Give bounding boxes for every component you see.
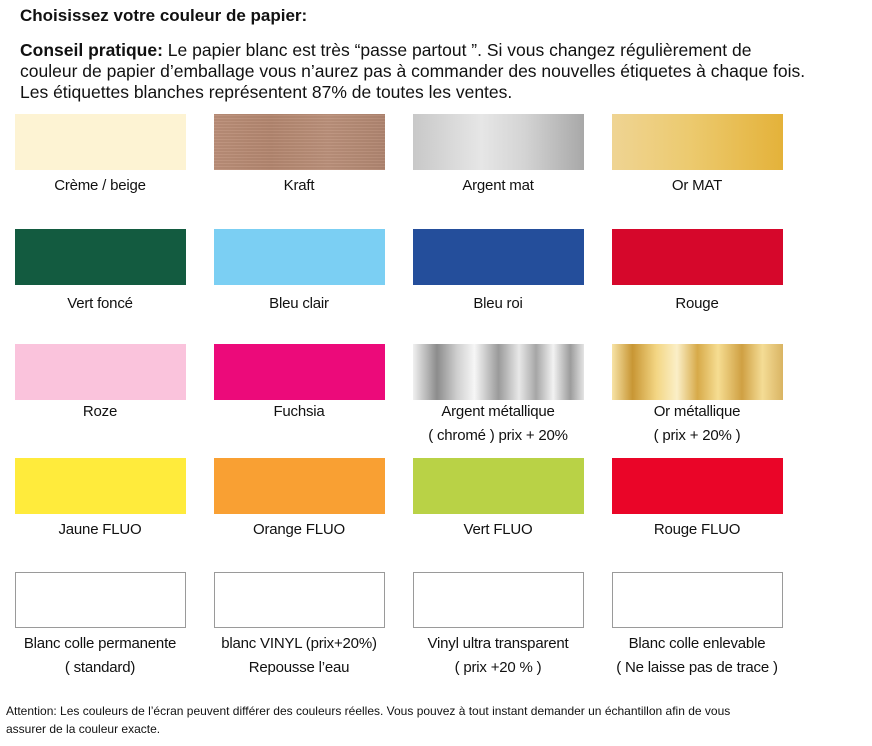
swatch-label-fuchsia: Fuchsia <box>189 400 409 424</box>
swatch-label-bleu-clair: Bleu clair <box>189 292 409 316</box>
swatch-label-vert-fluo: Vert FLUO <box>388 518 608 542</box>
swatch-label-line-1: Fuchsia <box>273 403 325 420</box>
swatch-label-blanc-vinyl: blanc VINYL (prix+20%) Repousse l’eau <box>189 632 409 680</box>
footer-line-2: assurer de la couleur exacte. <box>6 722 161 736</box>
footer-line-1: Attention: Les couleurs de l’écran peuve… <box>6 704 731 718</box>
page-title: Choisissez votre couleur de papier: <box>20 6 308 25</box>
swatch-label-line-1: Rouge <box>675 295 719 312</box>
swatch-jaune-fluo <box>15 458 186 514</box>
swatch-label-blanc-colle-enlevable: Blanc colle enlevable ( Ne laisse pas de … <box>587 632 807 680</box>
swatch-label-bleu-roi: Bleu roi <box>388 292 608 316</box>
swatch-label-or-metallique: Or métallique ( prix + 20% ) <box>587 400 807 448</box>
swatch-label-blanc-colle-permanente: Blanc colle permanente ( standard) <box>0 632 210 680</box>
swatch-bleu-roi <box>413 229 584 285</box>
swatch-rouge-fluo <box>612 458 783 514</box>
swatch-argent-mat <box>413 114 584 170</box>
swatch-blanc-colle-enlevable <box>612 572 783 628</box>
swatch-or-mat <box>612 114 783 170</box>
swatch-kraft <box>214 114 385 170</box>
tip-line-3: Les étiquettes blanches représentent 87%… <box>20 82 513 102</box>
swatch-blanc-vinyl <box>214 572 385 628</box>
swatch-label-kraft: Kraft <box>189 174 409 198</box>
tip-label: Conseil pratique: <box>20 40 163 60</box>
swatch-label-line-1: Blanc colle enlevable <box>628 635 766 652</box>
swatch-or-metallique <box>612 344 783 400</box>
swatch-vert-fluo <box>413 458 584 514</box>
swatch-label-creme: Crème / beige <box>0 174 210 198</box>
swatch-orange-fluo <box>214 458 385 514</box>
swatch-fuchsia <box>214 344 385 400</box>
footer-note: Attention: Les couleurs de l’écran peuve… <box>6 702 846 738</box>
swatch-label-line-2: Repousse l’eau <box>248 659 350 676</box>
swatch-label-or-mat: Or MAT <box>587 174 807 198</box>
swatch-rouge <box>612 229 783 285</box>
swatch-label-line-1: Crème / beige <box>54 177 146 194</box>
swatch-label-line-1: Or métallique <box>653 403 741 420</box>
swatch-vinyl-transparent <box>413 572 584 628</box>
tip-paragraph: Conseil pratique: Le papier blanc est tr… <box>20 40 870 103</box>
swatch-label-line-1: Vinyl ultra transparent <box>427 635 569 652</box>
swatch-creme <box>15 114 186 170</box>
swatch-label-argent-metallique: Argent métallique ( chromé ) prix + 20% <box>388 400 608 448</box>
swatch-bleu-clair <box>214 229 385 285</box>
swatch-label-jaune-fluo: Jaune FLUO <box>0 518 210 542</box>
swatch-label-line-1: Vert FLUO <box>463 521 533 538</box>
swatch-label-vinyl-transparent: Vinyl ultra transparent ( prix +20 % ) <box>388 632 608 680</box>
tip-line-2: couleur de papier d’emballage vous n’aur… <box>20 61 806 81</box>
swatch-label-line-1: blanc VINYL (prix+20%) <box>221 635 377 652</box>
swatch-label-line-1: Argent mat <box>462 177 534 194</box>
swatch-label-vert-fonce: Vert foncé <box>0 292 210 316</box>
swatch-vert-fonce <box>15 229 186 285</box>
swatch-label-line-2: ( prix +20 % ) <box>454 659 542 676</box>
swatch-label-rouge: Rouge <box>587 292 807 316</box>
swatch-label-argent-mat: Argent mat <box>388 174 608 198</box>
swatch-label-line-1: Orange FLUO <box>252 521 345 538</box>
swatch-label-line-1: Rouge FLUO <box>653 521 741 538</box>
swatch-blanc-colle-permanente <box>15 572 186 628</box>
swatch-label-line-1: Bleu roi <box>473 295 523 312</box>
tip-line-1: Le papier blanc est très “passe partout … <box>162 40 752 60</box>
swatch-roze <box>15 344 186 400</box>
swatch-label-rouge-fluo: Rouge FLUO <box>587 518 807 542</box>
swatch-label-line-1: Bleu clair <box>269 295 329 312</box>
swatch-label-line-1: Roze <box>82 403 118 420</box>
swatch-label-line-1: Or MAT <box>671 177 723 194</box>
swatch-label-line-2: ( standard) <box>64 659 136 676</box>
swatch-label-orange-fluo: Orange FLUO <box>189 518 409 542</box>
swatch-argent-metallique <box>413 344 584 400</box>
swatch-label-line-2: ( Ne laisse pas de trace ) <box>616 659 778 676</box>
swatch-label-line-1: Jaune FLUO <box>58 521 142 538</box>
swatch-label-line-1: Argent métallique <box>441 403 555 420</box>
swatch-label-line-1: Blanc colle permanente <box>23 635 177 652</box>
swatch-label-roze: Roze <box>0 400 210 424</box>
swatch-label-line-2: ( chromé ) prix + 20% <box>428 427 568 444</box>
swatch-label-line-1: Vert foncé <box>67 295 133 312</box>
swatch-label-line-1: Kraft <box>283 177 315 194</box>
swatch-label-line-2: ( prix + 20% ) <box>653 427 741 444</box>
